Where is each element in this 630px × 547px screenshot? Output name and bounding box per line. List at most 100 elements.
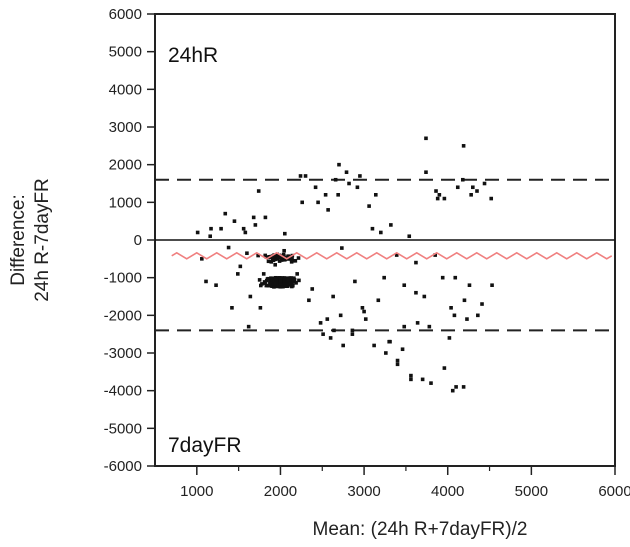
data-point: [442, 196, 447, 201]
y-tick-label: -2000: [104, 307, 142, 324]
data-point: [273, 262, 277, 267]
y-tick-label: 5000: [109, 44, 142, 61]
data-point: [248, 294, 253, 299]
data-point: [447, 336, 452, 340]
y-axis-ticks: 6000 5000 4000 3000 2000 1000 0 -1000 -2000 -3000…: [104, 6, 155, 475]
data-point: [402, 283, 407, 287]
data-point: [313, 185, 318, 190]
data-point: [461, 385, 466, 389]
y-tick-label: 6000: [109, 6, 142, 23]
data-point: [294, 281, 298, 285]
data-point: [282, 254, 286, 258]
data-point: [395, 362, 400, 367]
data-point: [290, 278, 295, 282]
x-axis-ticks: 1000 2000 3000 4000 5000 6000: [180, 466, 630, 500]
y-tick-label: 1000: [109, 194, 142, 211]
data-point: [204, 279, 208, 284]
y-tick-label: -4000: [104, 383, 142, 400]
y-tick-label: -3000: [104, 345, 142, 362]
data-point: [461, 144, 466, 148]
data-point: [258, 306, 263, 310]
y-tick-label: 3000: [109, 119, 142, 136]
y-axis-title-line1: Difference:: [8, 194, 29, 286]
data-point: [489, 196, 494, 201]
data-point: [296, 256, 301, 260]
data-point: [347, 181, 351, 186]
y-tick-label: 0: [134, 232, 142, 249]
data-point: [295, 272, 299, 276]
data-point: [422, 294, 427, 299]
data-point: [341, 343, 345, 348]
data-point: [332, 328, 336, 333]
y-tick-label: -5000: [104, 420, 142, 437]
annotation-bottom: 7dayFR: [168, 434, 242, 457]
x-tick-label: 1000: [180, 483, 213, 500]
data-point: [278, 279, 283, 283]
data-point: [387, 339, 391, 344]
data-point: [263, 253, 268, 258]
data-point: [382, 275, 386, 280]
data-point: [407, 234, 412, 239]
data-point: [460, 177, 465, 182]
data-point: [238, 264, 243, 269]
data-point: [333, 177, 338, 182]
plot-area: 6000 5000 4000 3000 2000 1000 0 -1000 -2000 -3000…: [104, 6, 630, 500]
y-axis-title: Difference: 24h R-7dayFR: [8, 178, 53, 302]
data-point: [424, 136, 428, 141]
data-point: [467, 283, 472, 287]
data-point: [435, 196, 440, 201]
data-point: [297, 278, 301, 283]
data-point: [362, 309, 366, 314]
data-point: [469, 193, 473, 197]
data-point: [214, 283, 218, 287]
data-point: [290, 280, 294, 284]
data-point: [326, 208, 330, 212]
x-axis-title: Mean: (24h R+7dayFR)/2: [313, 519, 528, 540]
data-point: [278, 276, 283, 280]
data-point: [395, 358, 400, 363]
data-point: [208, 234, 212, 239]
reference-lines: [155, 178, 615, 332]
data-point: [338, 313, 343, 318]
y-tick-label: 4000: [109, 81, 142, 98]
data-point: [429, 381, 433, 385]
data-point: [195, 230, 200, 235]
x-tick-label: 2000: [264, 483, 297, 500]
data-point: [279, 258, 284, 262]
data-point: [409, 373, 413, 378]
data-point: [298, 174, 303, 178]
data-point: [376, 298, 381, 303]
data-point: [256, 253, 260, 258]
data-point: [292, 276, 296, 280]
data-point: [260, 282, 264, 286]
data-point: [256, 189, 261, 193]
data-point: [350, 328, 355, 333]
data-point: [434, 189, 438, 193]
data-point: [325, 317, 330, 321]
mean-difference-line: [171, 251, 613, 260]
x-tick-label: 3000: [347, 483, 380, 500]
data-point: [355, 185, 360, 190]
data-point: [251, 215, 256, 220]
data-point: [269, 281, 274, 286]
data-point: [246, 324, 251, 329]
data-point: [462, 298, 467, 303]
data-point: [272, 279, 277, 284]
data-point: [223, 211, 228, 216]
data-point: [340, 246, 344, 250]
data-point: [424, 170, 428, 174]
data-point: [389, 223, 393, 227]
data-point: [409, 377, 413, 382]
data-point: [310, 287, 315, 291]
data-point: [482, 181, 487, 186]
data-point: [453, 275, 458, 280]
data-point: [263, 281, 267, 285]
data-points: [195, 136, 494, 393]
data-point: [276, 255, 281, 260]
data-point: [452, 313, 457, 318]
data-point: [323, 193, 328, 197]
data-point: [414, 260, 418, 265]
data-point: [353, 279, 357, 284]
data-point: [442, 366, 447, 370]
